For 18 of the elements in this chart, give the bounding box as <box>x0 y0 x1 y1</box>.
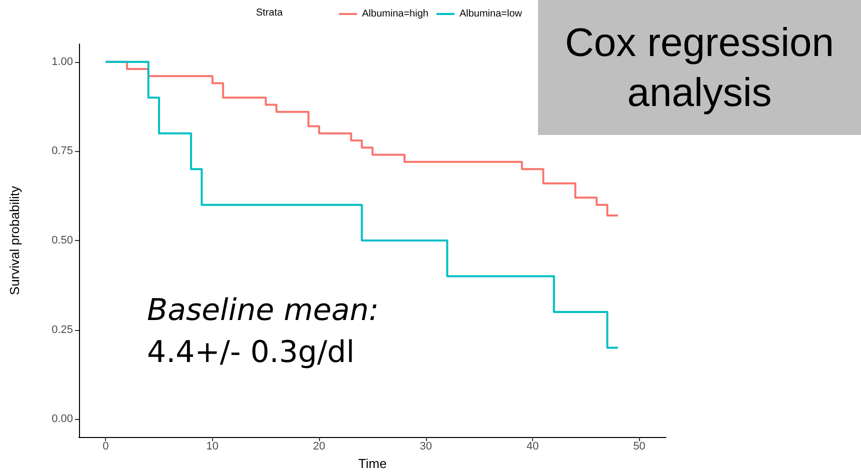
y-tick-label: 0.75 <box>52 145 73 158</box>
x-axis-title: Time <box>358 456 387 471</box>
x-tick-label: 10 <box>206 440 219 453</box>
legend-title: Strata <box>256 8 284 18</box>
y-tick-label: 0.50 <box>52 234 73 247</box>
y-tick-label: 1.00 <box>52 56 73 68</box>
x-tick-label: 40 <box>526 440 539 453</box>
annotation: Cox regression analysis <box>538 0 861 135</box>
legend-label: Albumina=low <box>459 8 523 20</box>
x-tick-label: 0 <box>102 440 109 453</box>
y-tick-label: 0.25 <box>52 324 73 336</box>
x-tick-label: 20 <box>313 440 326 453</box>
annotation: Baseline mean: 4.4+/- 0.3g/dl <box>147 292 379 372</box>
legend-label: Albumina=high <box>362 8 428 20</box>
y-tick-label: 0.00 <box>52 413 73 426</box>
x-tick-label: 50 <box>633 440 646 453</box>
x-tick-label: 30 <box>420 440 432 453</box>
y-axis-title: Survival probability <box>7 186 22 296</box>
